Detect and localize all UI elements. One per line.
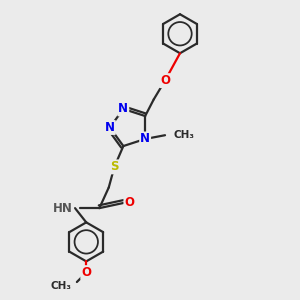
Text: N: N bbox=[105, 121, 115, 134]
Text: O: O bbox=[124, 196, 134, 209]
Text: HN: HN bbox=[53, 202, 73, 214]
Text: O: O bbox=[81, 266, 91, 279]
Text: S: S bbox=[110, 160, 118, 173]
Text: CH₃: CH₃ bbox=[50, 281, 71, 291]
Text: CH₃: CH₃ bbox=[173, 130, 194, 140]
Text: N: N bbox=[118, 103, 128, 116]
Text: N: N bbox=[140, 133, 150, 146]
Text: O: O bbox=[160, 74, 170, 87]
